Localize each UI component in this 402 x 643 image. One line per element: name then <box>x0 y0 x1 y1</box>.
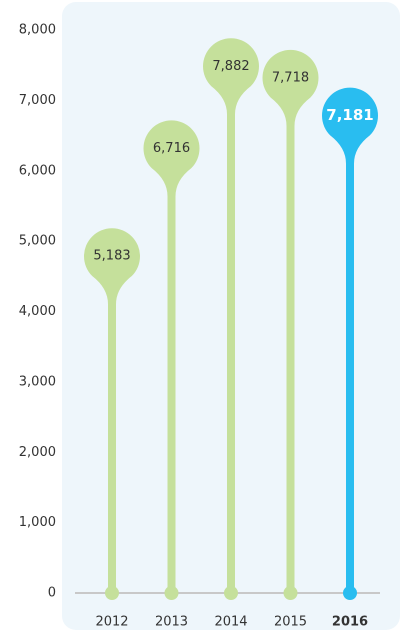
y-tick-label: 8,000 <box>19 23 56 38</box>
base-dot <box>105 586 119 600</box>
x-tick-label: 2015 <box>274 615 307 630</box>
value-label: 6,716 <box>153 141 190 156</box>
y-tick-label: 5,000 <box>19 234 56 249</box>
base-dot <box>283 586 298 600</box>
base-dot <box>224 586 238 600</box>
y-tick-label: 6,000 <box>19 163 56 178</box>
base-dot <box>164 586 179 600</box>
lollipop <box>143 120 200 593</box>
base-dot <box>343 586 357 600</box>
x-tick-label: 2016 <box>332 615 368 630</box>
lollipop <box>84 228 140 593</box>
lollipop <box>321 87 378 593</box>
y-tick-label: 3,000 <box>19 374 56 389</box>
value-label: 7,718 <box>272 70 309 85</box>
value-label: 5,183 <box>93 249 130 264</box>
y-tick-label: 0 <box>48 586 56 601</box>
y-tick-label: 7,000 <box>19 93 56 108</box>
y-tick-label: 2,000 <box>19 445 56 460</box>
x-tick-label: 2014 <box>214 615 247 630</box>
x-tick-label: 2013 <box>155 615 188 630</box>
y-tick-label: 4,000 <box>19 304 56 319</box>
x-tick-label: 2012 <box>95 615 128 630</box>
lollipop <box>203 38 259 594</box>
lollipop <box>262 49 319 594</box>
y-tick-label: 1,000 <box>19 515 56 530</box>
value-label: 7,181 <box>326 106 373 124</box>
value-label: 7,882 <box>212 59 249 74</box>
